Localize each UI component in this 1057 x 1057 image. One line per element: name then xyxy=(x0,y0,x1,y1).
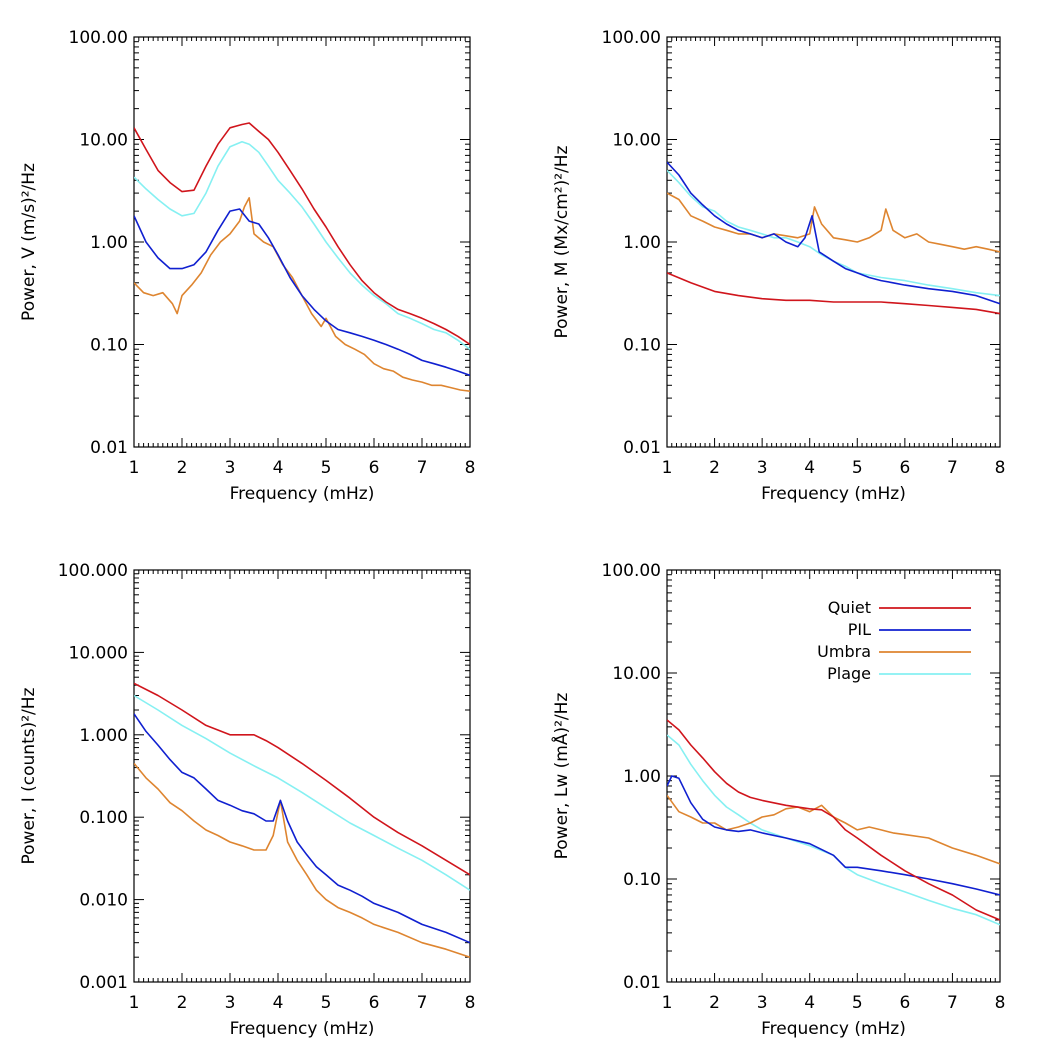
x-tick-label: 5 xyxy=(321,458,332,478)
x-tick-label: 8 xyxy=(995,993,1006,1013)
series-line-pil xyxy=(667,775,1000,896)
series-line-quiet xyxy=(667,719,1000,921)
x-tick-label: 1 xyxy=(662,993,673,1013)
x-tick-label: 4 xyxy=(804,458,815,478)
chart-panel-I: 1 2 3 4 5 6 7 8 0.001 0.010 0.100 1.000 10.000 100.00… xyxy=(19,561,475,1039)
x-tick-label: 7 xyxy=(417,458,428,478)
y-tick-label: 100.000 xyxy=(58,561,128,581)
x-tick-label: 3 xyxy=(225,993,236,1013)
series-line-quiet xyxy=(134,682,470,876)
y-tick-label: 0.10 xyxy=(623,870,661,890)
y-tick-label: 0.010 xyxy=(79,891,128,911)
x-tick-label: 4 xyxy=(273,458,284,478)
x-tick-label: 2 xyxy=(709,993,720,1013)
x-tick-label: 8 xyxy=(465,458,476,478)
legend-label-pil: PIL xyxy=(848,620,871,639)
x-tick-label: 4 xyxy=(273,993,284,1013)
x-axis-label: Frequency (mHz) xyxy=(761,1019,906,1039)
y-tick-label: 10.00 xyxy=(612,131,661,151)
y-tick-label: 100.00 xyxy=(602,28,661,48)
x-tick-label: 3 xyxy=(757,458,768,478)
y-axis-label: Power, I (counts)²/Hz xyxy=(19,687,39,864)
x-tick-label: 6 xyxy=(369,458,380,478)
x-tick-label: 2 xyxy=(177,993,188,1013)
y-axis-label: Power, V (m/s)²/Hz xyxy=(19,163,39,321)
y-tick-label: 0.01 xyxy=(623,973,661,993)
x-tick-label: 6 xyxy=(369,993,380,1013)
y-axis-label: Power, Lw (mÅ)²/Hz xyxy=(550,693,572,860)
y-tick-label: 0.01 xyxy=(90,438,128,458)
y-axis-label: Power, M (Mx/cm²)²/Hz xyxy=(552,145,572,338)
plot-frame xyxy=(666,569,1001,983)
series-line-quiet xyxy=(134,122,470,346)
x-tick-label: 2 xyxy=(177,458,188,478)
y-tick-label: 10.00 xyxy=(612,664,661,684)
x-tick-label: 7 xyxy=(947,458,958,478)
plot-frame xyxy=(133,569,471,983)
series-line-umbra xyxy=(667,192,1000,253)
x-tick-label: 7 xyxy=(947,993,958,1013)
x-tick-label: 5 xyxy=(852,458,863,478)
x-tick-label: 6 xyxy=(899,993,910,1013)
x-tick-label: 5 xyxy=(852,993,863,1013)
legend-label-plage: Plage xyxy=(827,664,871,683)
x-tick-label: 7 xyxy=(417,993,428,1013)
x-tick-label: 1 xyxy=(662,458,673,478)
y-tick-label: 1.00 xyxy=(623,767,661,787)
y-tick-label: 1.00 xyxy=(623,233,661,253)
chart-panel-V: 1 2 3 4 5 6 7 8 0.01 0.10 1.00 10.00 100.00 Frequency… xyxy=(19,28,475,504)
legend-label-quiet: Quiet xyxy=(828,598,871,617)
x-tick-label: 1 xyxy=(129,458,140,478)
y-tick-label: 0.01 xyxy=(623,438,661,458)
legend: Quiet PIL Umbra Plage xyxy=(817,598,971,683)
chart-panel-M: 1 2 3 4 5 6 7 8 0.01 0.10 1.00 10.00 100.00 Frequency… xyxy=(552,28,1005,504)
series-line-umbra xyxy=(134,197,470,392)
chart-panel-Lw: 1 2 3 4 5 6 7 8 0.01 0.10 1.00 10.00 100.00 Frequency… xyxy=(550,561,1005,1039)
series-line-pil xyxy=(667,161,1000,305)
y-tick-label: 100.00 xyxy=(69,28,128,48)
series-line-plage xyxy=(134,694,470,891)
x-tick-label: 2 xyxy=(709,458,720,478)
series-line-pil xyxy=(134,208,470,377)
x-tick-label: 8 xyxy=(995,458,1006,478)
y-tick-label: 1.000 xyxy=(79,726,128,746)
x-tick-label: 5 xyxy=(321,993,332,1013)
y-tick-label: 0.001 xyxy=(79,973,128,993)
legend-label-umbra: Umbra xyxy=(817,642,871,661)
y-tick-label: 10.00 xyxy=(79,131,128,151)
x-tick-label: 4 xyxy=(804,993,815,1013)
series-line-plage xyxy=(134,141,470,350)
plot-frame xyxy=(666,36,1001,448)
plot-frame xyxy=(133,36,471,448)
series-line-quiet xyxy=(667,272,1000,315)
x-axis-label: Frequency (mHz) xyxy=(230,484,375,504)
series-line-umbra xyxy=(667,794,1000,865)
x-axis-label: Frequency (mHz) xyxy=(230,1019,375,1039)
x-axis-label: Frequency (mHz) xyxy=(761,484,906,504)
y-tick-label: 100.00 xyxy=(602,561,661,581)
x-tick-label: 8 xyxy=(465,993,476,1013)
x-tick-label: 3 xyxy=(757,993,768,1013)
x-tick-label: 1 xyxy=(129,993,140,1013)
y-tick-label: 0.10 xyxy=(90,336,128,356)
x-tick-label: 3 xyxy=(225,458,236,478)
series-line-pil xyxy=(134,713,470,944)
y-tick-label: 1.00 xyxy=(90,233,128,253)
x-tick-label: 6 xyxy=(899,458,910,478)
y-tick-label: 10.000 xyxy=(69,643,128,663)
series-line-plage xyxy=(667,734,1000,926)
series-line-plage xyxy=(667,169,1000,297)
y-tick-label: 0.10 xyxy=(623,336,661,356)
y-tick-label: 0.100 xyxy=(79,808,128,828)
